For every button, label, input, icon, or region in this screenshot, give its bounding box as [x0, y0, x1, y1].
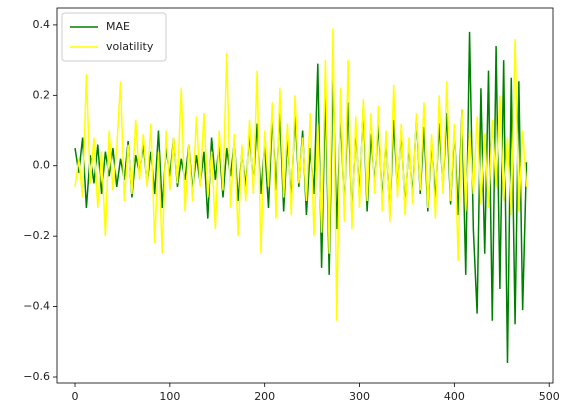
x-tick-label: 400 — [444, 390, 465, 403]
legend-label: volatility — [106, 40, 154, 53]
y-tick-label: 0.2 — [33, 88, 51, 101]
y-tick-label: −0.6 — [23, 370, 50, 383]
x-tick-label: 100 — [159, 390, 180, 403]
y-tick-label: 0.0 — [33, 159, 51, 172]
line — [74, 28, 528, 321]
legend-frame — [61, 12, 167, 62]
y-tick-label: −0.4 — [23, 300, 50, 313]
line — [74, 31, 528, 363]
x-tick-label: 200 — [254, 390, 275, 403]
x-tick-label: 300 — [349, 390, 370, 403]
legend-label: MAE — [106, 20, 130, 33]
legend: MAE volatility — [61, 12, 167, 62]
x-tick-label: 500 — [539, 390, 560, 403]
y-tick-label: −0.2 — [23, 229, 50, 242]
x-tick-label: 0 — [72, 390, 79, 403]
y-tick-label: 0.4 — [33, 18, 51, 31]
plot-frame — [56, 7, 554, 384]
